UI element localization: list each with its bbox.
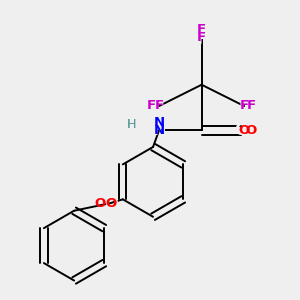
Text: H: H [127, 118, 136, 131]
Text: F: F [238, 98, 250, 113]
Text: O: O [95, 196, 106, 210]
Text: N: N [152, 123, 166, 138]
Text: O: O [246, 124, 257, 137]
Text: F: F [197, 23, 206, 36]
Text: N: N [154, 124, 165, 137]
Text: F: F [239, 100, 249, 112]
Text: O: O [104, 196, 117, 211]
Text: F: F [247, 100, 256, 112]
Text: H: H [127, 118, 136, 131]
Text: F: F [147, 100, 156, 112]
Text: N: N [154, 116, 165, 129]
Text: O: O [234, 123, 248, 138]
Text: O: O [238, 124, 250, 137]
Text: O: O [105, 196, 116, 210]
Text: F: F [197, 31, 206, 44]
Text: F: F [154, 100, 164, 112]
Text: F: F [154, 98, 165, 113]
Text: F: F [196, 32, 207, 47]
